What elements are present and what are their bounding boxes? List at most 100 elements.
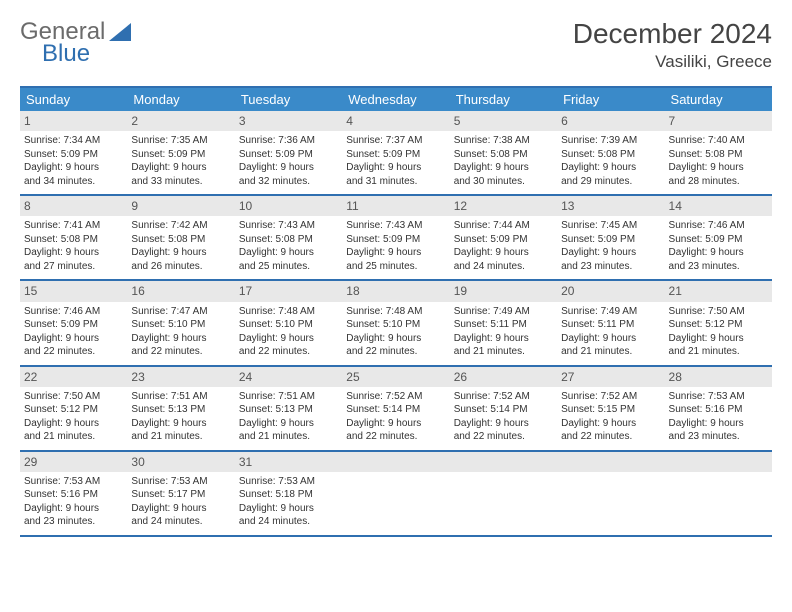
day-number: 3: [235, 111, 342, 131]
daylight1-text: Daylight: 9 hours: [131, 161, 230, 175]
sunrise-text: Sunrise: 7:43 AM: [239, 219, 338, 233]
day-number: 13: [557, 196, 664, 216]
sunset-text: Sunset: 5:09 PM: [131, 148, 230, 162]
day-cell: 24Sunrise: 7:51 AMSunset: 5:13 PMDayligh…: [235, 367, 342, 450]
daylight1-text: Daylight: 9 hours: [131, 246, 230, 260]
sunrise-text: Sunrise: 7:43 AM: [346, 219, 445, 233]
daylight1-text: Daylight: 9 hours: [24, 332, 123, 346]
day-number: 27: [557, 367, 664, 387]
day-cell: 12Sunrise: 7:44 AMSunset: 5:09 PMDayligh…: [450, 196, 557, 279]
day-number: 21: [665, 281, 772, 301]
sunrise-text: Sunrise: 7:52 AM: [454, 390, 553, 404]
day-cell: 25Sunrise: 7:52 AMSunset: 5:14 PMDayligh…: [342, 367, 449, 450]
sunrise-text: Sunrise: 7:36 AM: [239, 134, 338, 148]
sunset-text: Sunset: 5:15 PM: [561, 403, 660, 417]
daylight2-text: and 22 minutes.: [131, 345, 230, 359]
sunrise-text: Sunrise: 7:38 AM: [454, 134, 553, 148]
daylight2-text: and 24 minutes.: [454, 260, 553, 274]
sunrise-text: Sunrise: 7:53 AM: [24, 475, 123, 489]
sunset-text: Sunset: 5:12 PM: [669, 318, 768, 332]
daylight1-text: Daylight: 9 hours: [669, 417, 768, 431]
day-cell: 2 Sunrise: 7:35 AMSunset: 5:09 PMDaylight…: [127, 111, 234, 194]
day-number: [557, 452, 664, 472]
day-cell: 8Sunrise: 7:41 AMSunset: 5:08 PMDaylight…: [20, 196, 127, 279]
sunset-text: Sunset: 5:16 PM: [24, 488, 123, 502]
daylight2-text: and 22 minutes.: [561, 430, 660, 444]
sunset-text: Sunset: 5:09 PM: [24, 148, 123, 162]
logo-triangle-icon: [109, 23, 131, 41]
daylight2-text: and 25 minutes.: [346, 260, 445, 274]
day-number: 4: [342, 111, 449, 131]
day-number: 2: [127, 111, 234, 131]
daylight2-text: and 22 minutes.: [24, 345, 123, 359]
daylight1-text: Daylight: 9 hours: [669, 332, 768, 346]
sunset-text: Sunset: 5:16 PM: [669, 403, 768, 417]
sunrise-text: Sunrise: 7:53 AM: [131, 475, 230, 489]
daylight2-text: and 31 minutes.: [346, 175, 445, 189]
day-cell: 18Sunrise: 7:48 AMSunset: 5:10 PMDayligh…: [342, 281, 449, 364]
sunrise-text: Sunrise: 7:48 AM: [346, 305, 445, 319]
day-number: 23: [127, 367, 234, 387]
day-cell: [450, 452, 557, 535]
day-number: 8: [20, 196, 127, 216]
sunrise-text: Sunrise: 7:42 AM: [131, 219, 230, 233]
daylight1-text: Daylight: 9 hours: [24, 161, 123, 175]
day-cell: 30Sunrise: 7:53 AMSunset: 5:17 PMDayligh…: [127, 452, 234, 535]
sunrise-text: Sunrise: 7:47 AM: [131, 305, 230, 319]
sunrise-text: Sunrise: 7:46 AM: [24, 305, 123, 319]
day-cell: 20Sunrise: 7:49 AMSunset: 5:11 PMDayligh…: [557, 281, 664, 364]
sunset-text: Sunset: 5:08 PM: [239, 233, 338, 247]
day-cell: 22Sunrise: 7:50 AMSunset: 5:12 PMDayligh…: [20, 367, 127, 450]
sunrise-text: Sunrise: 7:35 AM: [131, 134, 230, 148]
daylight1-text: Daylight: 9 hours: [24, 502, 123, 516]
sunrise-text: Sunrise: 7:53 AM: [669, 390, 768, 404]
day-cell: 27Sunrise: 7:52 AMSunset: 5:15 PMDayligh…: [557, 367, 664, 450]
sunrise-text: Sunrise: 7:51 AM: [131, 390, 230, 404]
sunset-text: Sunset: 5:09 PM: [239, 148, 338, 162]
week-row: 1Sunrise: 7:34 AMSunset: 5:09 PMDaylight…: [20, 111, 772, 196]
day-header-sat: Saturday: [665, 88, 772, 111]
daylight2-text: and 22 minutes.: [346, 345, 445, 359]
sunrise-text: Sunrise: 7:49 AM: [561, 305, 660, 319]
daylight2-text: and 29 minutes.: [561, 175, 660, 189]
day-number: 5: [450, 111, 557, 131]
daylight2-text: and 21 minutes.: [239, 430, 338, 444]
day-cell: 26Sunrise: 7:52 AMSunset: 5:14 PMDayligh…: [450, 367, 557, 450]
daylight1-text: Daylight: 9 hours: [561, 332, 660, 346]
sunset-text: Sunset: 5:08 PM: [561, 148, 660, 162]
daylight1-text: Daylight: 9 hours: [24, 417, 123, 431]
weeks-container: 1Sunrise: 7:34 AMSunset: 5:09 PMDaylight…: [20, 111, 772, 537]
daylight1-text: Daylight: 9 hours: [239, 417, 338, 431]
daylight1-text: Daylight: 9 hours: [669, 161, 768, 175]
daylight2-text: and 26 minutes.: [131, 260, 230, 274]
daylight1-text: Daylight: 9 hours: [561, 246, 660, 260]
day-number: 22: [20, 367, 127, 387]
sunset-text: Sunset: 5:13 PM: [239, 403, 338, 417]
daylight2-text: and 21 minutes.: [131, 430, 230, 444]
sunrise-text: Sunrise: 7:41 AM: [24, 219, 123, 233]
day-cell: 17Sunrise: 7:48 AMSunset: 5:10 PMDayligh…: [235, 281, 342, 364]
daylight2-text: and 23 minutes.: [24, 515, 123, 529]
daylight1-text: Daylight: 9 hours: [239, 502, 338, 516]
daylight1-text: Daylight: 9 hours: [346, 246, 445, 260]
logo-text-blue: Blue: [42, 40, 90, 68]
day-number: 29: [20, 452, 127, 472]
week-row: 29Sunrise: 7:53 AMSunset: 5:16 PMDayligh…: [20, 452, 772, 537]
sunrise-text: Sunrise: 7:40 AM: [669, 134, 768, 148]
day-cell: 23Sunrise: 7:51 AMSunset: 5:13 PMDayligh…: [127, 367, 234, 450]
day-header-tue: Tuesday: [235, 88, 342, 111]
day-cell: 3Sunrise: 7:36 AMSunset: 5:09 PMDaylight…: [235, 111, 342, 194]
sunrise-text: Sunrise: 7:53 AM: [239, 475, 338, 489]
day-number: [665, 452, 772, 472]
daylight1-text: Daylight: 9 hours: [454, 246, 553, 260]
day-number: 19: [450, 281, 557, 301]
day-cell: 10Sunrise: 7:43 AMSunset: 5:08 PMDayligh…: [235, 196, 342, 279]
day-cell: 16Sunrise: 7:47 AMSunset: 5:10 PMDayligh…: [127, 281, 234, 364]
day-cell: 28Sunrise: 7:53 AMSunset: 5:16 PMDayligh…: [665, 367, 772, 450]
sunset-text: Sunset: 5:13 PM: [131, 403, 230, 417]
daylight2-text: and 21 minutes.: [24, 430, 123, 444]
day-number: 10: [235, 196, 342, 216]
day-number: 7: [665, 111, 772, 131]
sunset-text: Sunset: 5:08 PM: [669, 148, 768, 162]
sunset-text: Sunset: 5:10 PM: [239, 318, 338, 332]
